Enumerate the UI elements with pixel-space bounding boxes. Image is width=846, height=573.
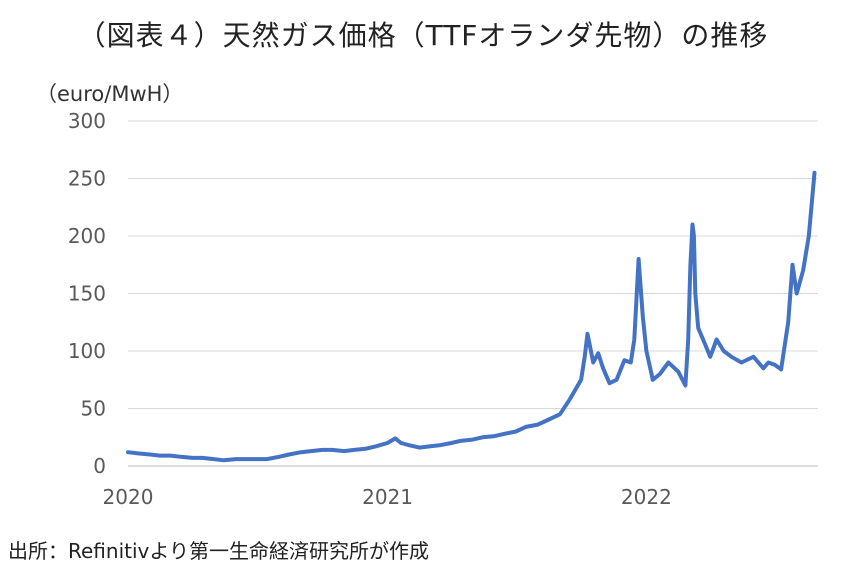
- ttf-price-series-line: [126, 170, 817, 463]
- chart-title: （図表４）天然ガス価格（TTFオランダ先物）の推移: [77, 19, 769, 52]
- y-tick-label: 50: [81, 397, 106, 421]
- y-tick-label: 200: [68, 224, 106, 248]
- y-axis-ticks: 0 50 100 150 200 250 300: [68, 109, 106, 478]
- y-tick-label: 0: [93, 454, 106, 478]
- x-tick-label: 2022: [621, 485, 672, 509]
- x-tick-label: 2021: [362, 485, 413, 509]
- y-tick-label: 250: [68, 167, 106, 191]
- gridlines: [128, 120, 818, 467]
- x-tick-label: 2020: [103, 485, 154, 509]
- source-note: 出所：Refinitivより第一生命経済研究所が作成: [8, 539, 429, 563]
- y-tick-label: 100: [68, 339, 106, 363]
- y-tick-label: 150: [68, 282, 106, 306]
- x-axis-ticks: 2020 2021 2022: [103, 485, 672, 509]
- y-tick-label: 300: [68, 109, 106, 133]
- y-axis-unit-label: （euro/MwH）: [36, 82, 184, 106]
